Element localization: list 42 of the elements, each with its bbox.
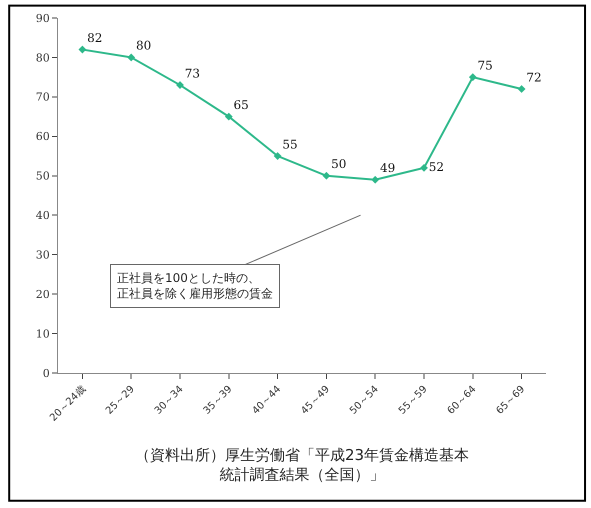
point: [518, 85, 526, 93]
text: （資料出所）厚生労働省「平成23年賃金構造基本統計調査結果（全国）」: [135, 446, 470, 484]
x-tick-label: 55～59: [396, 384, 430, 417]
data-label: 65: [234, 98, 249, 112]
point: [371, 176, 380, 184]
y-tick-label: 60: [36, 130, 50, 144]
data-label: 55: [282, 137, 298, 152]
y-tick-label: 70: [36, 90, 50, 104]
y-tick-label: 40: [36, 209, 50, 222]
point: [322, 172, 330, 180]
point: [224, 112, 233, 121]
y-tick-label: 80: [36, 51, 50, 64]
point: [127, 54, 136, 62]
x-tick-label: 40～44: [250, 384, 284, 417]
y-tick-label: 50: [36, 170, 50, 183]
data-label: 50: [331, 157, 346, 172]
data-label: 52: [428, 160, 444, 174]
x-tick-label: 20～24歳: [47, 383, 88, 424]
x-tick-label: 25～29: [104, 384, 137, 417]
y-tick-label: 90: [36, 12, 50, 25]
point: [176, 81, 184, 89]
data-label: 72: [526, 70, 542, 84]
x-tick-label: 30～34: [152, 384, 186, 417]
x-tick-label: 50～54: [348, 384, 381, 417]
point: [78, 46, 86, 54]
point: [274, 152, 282, 160]
x-tick-label: 65～69: [494, 384, 528, 417]
annotation: 正社員を100とした時の、正社員を除く雇用形態の賃金: [117, 271, 273, 301]
data-label: 82: [87, 30, 102, 45]
y-tick-label: 20: [36, 288, 50, 301]
x-tick-label: 35～39: [202, 384, 234, 417]
data-label: 49: [380, 160, 396, 175]
data-label: 73: [184, 66, 200, 80]
point: [468, 73, 477, 82]
x-tick-label: 45～49: [299, 384, 332, 417]
point: [420, 164, 428, 172]
y-tick-label: 0: [42, 366, 50, 380]
data-label: 75: [478, 58, 493, 72]
data-label: 80: [136, 38, 152, 53]
y-tick-label: 10: [36, 327, 50, 340]
x-tick-label: 60～64: [446, 384, 478, 417]
y-tick-label: 30: [36, 248, 50, 262]
